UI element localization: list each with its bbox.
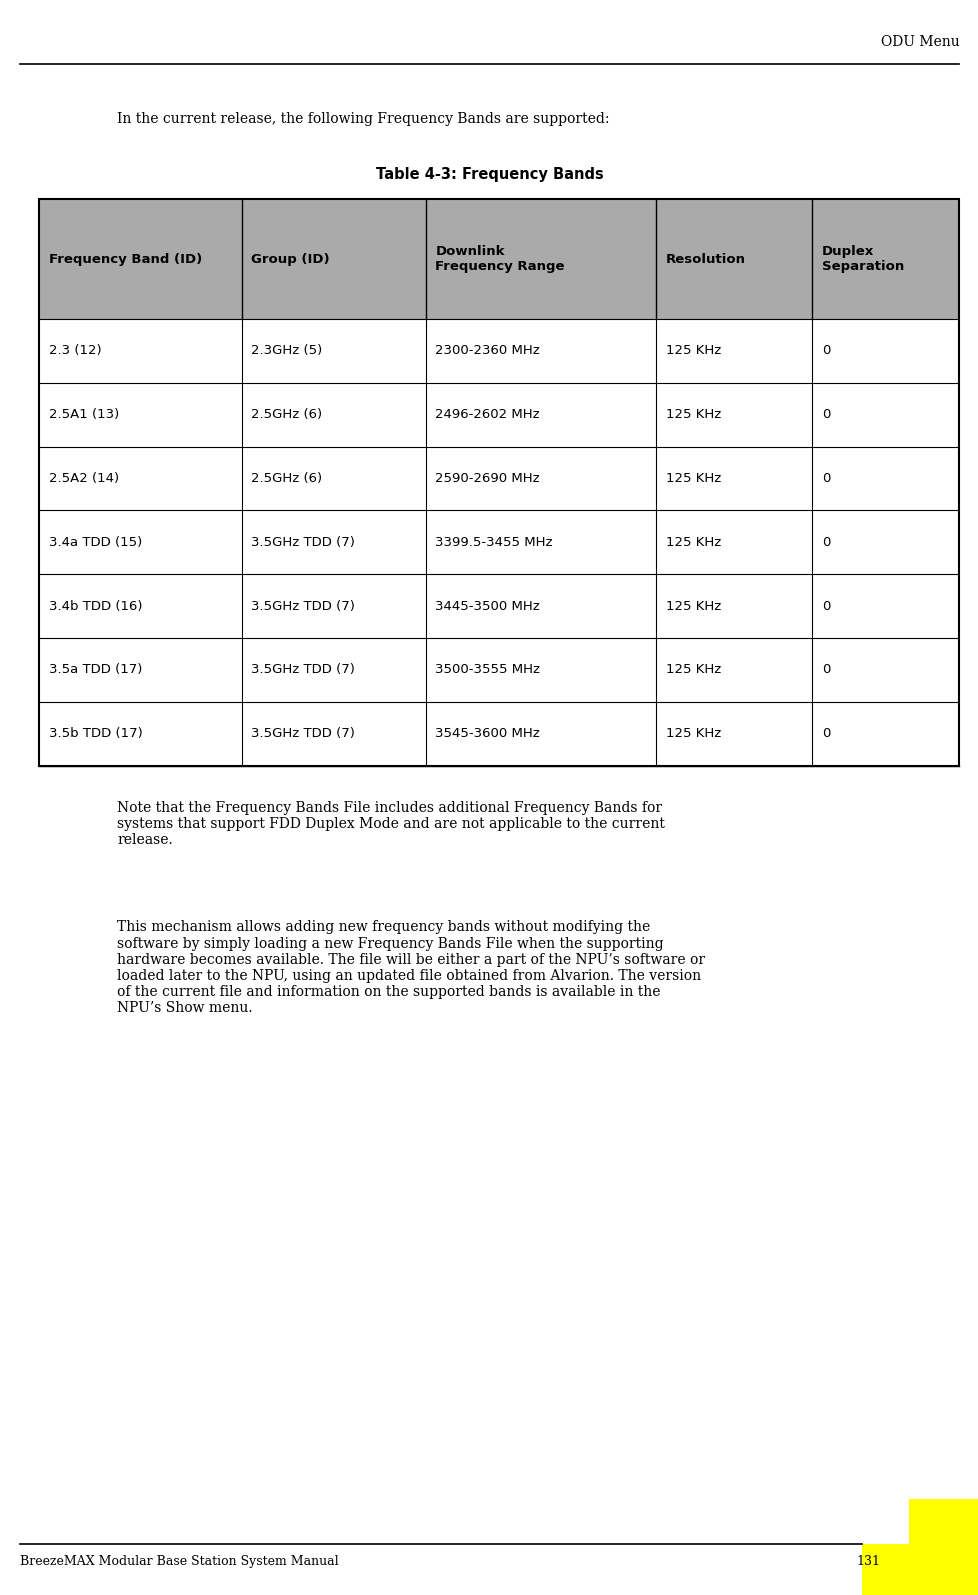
Text: 125 KHz: 125 KHz — [665, 536, 720, 549]
Text: 3.5GHz TDD (7): 3.5GHz TDD (7) — [251, 600, 355, 612]
Text: 3445-3500 MHz: 3445-3500 MHz — [435, 600, 540, 612]
Text: 3.5GHz TDD (7): 3.5GHz TDD (7) — [251, 664, 355, 676]
Bar — [39, 702, 958, 766]
Text: 2.5GHz (6): 2.5GHz (6) — [251, 472, 322, 485]
Text: 3.5GHz TDD (7): 3.5GHz TDD (7) — [251, 727, 355, 740]
Bar — [39, 510, 958, 574]
Text: In the current release, the following Frequency Bands are supported:: In the current release, the following Fr… — [117, 112, 609, 126]
Bar — [39, 319, 958, 383]
Text: 2.3GHz (5): 2.3GHz (5) — [251, 345, 323, 357]
Text: 2.3 (12): 2.3 (12) — [49, 345, 102, 357]
Text: 0: 0 — [822, 664, 829, 676]
Text: 3.5GHz TDD (7): 3.5GHz TDD (7) — [251, 536, 355, 549]
Bar — [861, 1499, 978, 1595]
Text: 3.4b TDD (16): 3.4b TDD (16) — [49, 600, 143, 612]
Text: Downlink
Frequency Range: Downlink Frequency Range — [435, 246, 564, 273]
Text: 3500-3555 MHz: 3500-3555 MHz — [435, 664, 540, 676]
Text: 3.5a TDD (17): 3.5a TDD (17) — [49, 664, 142, 676]
Bar — [861, 1499, 908, 1544]
Text: 3399.5-3455 MHz: 3399.5-3455 MHz — [435, 536, 553, 549]
Text: 0: 0 — [822, 408, 829, 421]
Text: 125 KHz: 125 KHz — [665, 664, 720, 676]
Text: Duplex
Separation: Duplex Separation — [822, 246, 904, 273]
Text: Table 4-3: Frequency Bands: Table 4-3: Frequency Bands — [376, 167, 602, 182]
Text: 2496-2602 MHz: 2496-2602 MHz — [435, 408, 540, 421]
Bar — [39, 199, 958, 319]
Text: Note that the Frequency Bands File includes additional Frequency Bands for
syste: Note that the Frequency Bands File inclu… — [117, 801, 665, 847]
Text: Frequency Band (ID): Frequency Band (ID) — [49, 252, 202, 266]
Bar — [39, 199, 958, 766]
Text: ODU Menu: ODU Menu — [880, 35, 958, 49]
Bar — [39, 574, 958, 638]
Bar — [39, 383, 958, 447]
Text: 0: 0 — [822, 536, 829, 549]
Text: 0: 0 — [822, 600, 829, 612]
Text: 125 KHz: 125 KHz — [665, 472, 720, 485]
Bar — [39, 447, 958, 510]
Text: BreezeMAX Modular Base Station System Manual: BreezeMAX Modular Base Station System Ma… — [20, 1555, 337, 1568]
Text: 0: 0 — [822, 345, 829, 357]
Text: 2300-2360 MHz: 2300-2360 MHz — [435, 345, 540, 357]
Text: 2590-2690 MHz: 2590-2690 MHz — [435, 472, 540, 485]
Text: 131: 131 — [856, 1555, 880, 1568]
Text: Group (ID): Group (ID) — [251, 252, 330, 266]
Text: This mechanism allows adding new frequency bands without modifying the
software : This mechanism allows adding new frequen… — [117, 920, 705, 1016]
Text: 2.5A2 (14): 2.5A2 (14) — [49, 472, 119, 485]
Text: 2.5A1 (13): 2.5A1 (13) — [49, 408, 119, 421]
Text: 2.5GHz (6): 2.5GHz (6) — [251, 408, 322, 421]
Text: 0: 0 — [822, 727, 829, 740]
Text: 125 KHz: 125 KHz — [665, 600, 720, 612]
Text: 125 KHz: 125 KHz — [665, 408, 720, 421]
Text: 3.5b TDD (17): 3.5b TDD (17) — [49, 727, 143, 740]
Text: 3.4a TDD (15): 3.4a TDD (15) — [49, 536, 142, 549]
Bar — [39, 638, 958, 702]
Text: 125 KHz: 125 KHz — [665, 727, 720, 740]
Text: 125 KHz: 125 KHz — [665, 345, 720, 357]
Text: 0: 0 — [822, 472, 829, 485]
Text: Resolution: Resolution — [665, 252, 745, 266]
Text: 3545-3600 MHz: 3545-3600 MHz — [435, 727, 540, 740]
